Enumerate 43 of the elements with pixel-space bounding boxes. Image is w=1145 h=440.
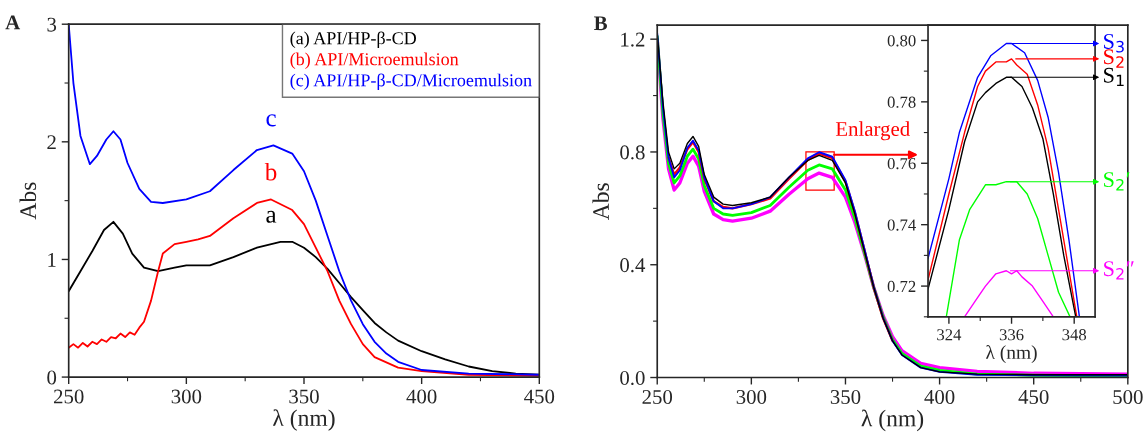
- annotation: a: [266, 210, 277, 223]
- x-tick-label: 300: [171, 389, 202, 404]
- x-tick-label: 250: [53, 389, 84, 404]
- y-axis-title: Abs: [592, 183, 610, 221]
- x-tick-label: 348: [1062, 329, 1087, 341]
- y-tick-label: 0.72: [887, 280, 916, 293]
- text: (c) API/HP-β-CD/Microemulsion: [290, 73, 532, 91]
- text: (a) API/HP-β-CD: [290, 31, 417, 48]
- x-axis-title: λ (nm): [273, 409, 335, 431]
- y-tick-label: 0.80: [887, 35, 916, 47]
- chart-title: B: [594, 16, 608, 31]
- x-tick-label: 500: [1113, 389, 1143, 404]
- y-tick-label: 0: [47, 370, 57, 385]
- x-tick-label: 400: [924, 389, 955, 404]
- x-axis-title: λ (nm): [986, 345, 1037, 363]
- x-tick-label: 324: [937, 329, 962, 341]
- y-tick-label: 0.8: [620, 145, 645, 160]
- y-tick-label: 1.2: [621, 32, 645, 47]
- y-tick-label: 3: [47, 17, 57, 32]
- x-tick-label: 450: [524, 389, 555, 404]
- chart-title: A: [5, 15, 21, 30]
- x-axis-title: λ (nm): [861, 409, 924, 432]
- x-tick-label: 350: [830, 389, 861, 404]
- y-tick-label: 1: [48, 252, 56, 267]
- x-tick-label: 336: [999, 329, 1024, 341]
- x-tick-label: 300: [736, 389, 767, 404]
- legend-label: S$_{2}$′: [1104, 172, 1130, 191]
- annotation: b: [264, 162, 277, 181]
- y-tick-label: 0.0: [620, 370, 645, 386]
- annotation: c: [266, 114, 276, 127]
- y-axis-title: Abs: [19, 182, 37, 220]
- x-tick-label: 350: [289, 389, 319, 404]
- y-tick-label: 0.76: [887, 157, 916, 170]
- text: (b) API/Microemulsion: [290, 52, 459, 69]
- y-tick-label: 0.78: [887, 96, 916, 108]
- x-tick-label: 400: [406, 389, 437, 404]
- x-tick-label: 250: [642, 389, 673, 404]
- y-tick-label: 2: [47, 135, 56, 150]
- y-tick-label: 0.4: [620, 258, 646, 273]
- x-tick-label: 450: [1018, 389, 1049, 404]
- legend-label: S$_{1}$: [1104, 67, 1124, 87]
- y-tick-label: 0.74: [887, 219, 916, 231]
- annotation: Enlarged: [835, 121, 910, 141]
